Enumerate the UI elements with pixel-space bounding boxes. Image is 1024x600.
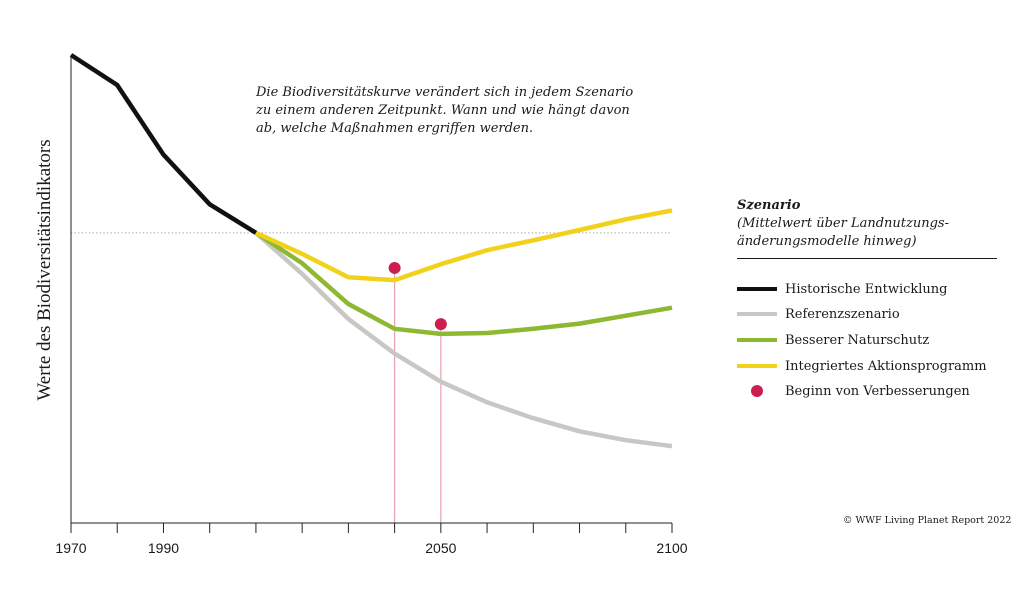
legend-title-block: Szenario (Mittelwert über Landnutzungs- …	[737, 197, 1007, 251]
legend-label: Beginn von Verbesserungen	[785, 383, 970, 399]
legend-item-referenz: Referenzszenario	[737, 304, 1007, 324]
x-tick-label: 2100	[656, 540, 687, 556]
legend-label: Historische Entwicklung	[785, 281, 948, 297]
legend-subtitle-1: (Mittelwert über Landnutzungs-	[737, 216, 949, 231]
series-line-referenz	[254, 231, 673, 449]
legend-swatch-yellow	[737, 364, 777, 368]
x-tick-label: 2050	[425, 540, 456, 556]
series-line-aktionsprogramm	[254, 208, 673, 283]
series-lines-layer	[69, 53, 673, 449]
axes-layer	[70, 55, 672, 533]
legend-title: Szenario	[737, 198, 801, 213]
legend-item-historisch: Historische Entwicklung	[737, 279, 1007, 299]
x-tick-label: 1990	[148, 540, 179, 556]
legend-swatch-black	[737, 287, 777, 291]
y-axis-label: Werte des Biodiversitätsindikators	[34, 139, 55, 400]
series-line-historisch	[69, 53, 258, 235]
annotation-line-3: ab, welche Maßnahmen ergriffen werden.	[256, 121, 533, 136]
legend-label: Integriertes Aktionsprogramm	[785, 358, 987, 374]
legend-label: Besserer Naturschutz	[785, 332, 930, 348]
improvement-marker	[388, 261, 401, 274]
legend-dot-marker	[751, 385, 763, 397]
x-ticks-layer: 1970 1990 2050 2100	[55, 523, 688, 556]
marker-drop-lines-layer	[394, 267, 442, 523]
annotation-line-1: Die Biodiversitätskurve verändert sich i…	[255, 85, 633, 100]
legend-label: Referenzszenario	[785, 306, 900, 322]
legend-item-naturschutz: Besserer Naturschutz	[737, 330, 1007, 350]
series-line-naturschutz	[254, 230, 673, 337]
x-tick-label: 1970	[55, 540, 86, 556]
markers-layer	[388, 261, 447, 331]
legend-item-aktionsprogramm: Integriertes Aktionsprogramm	[737, 356, 1007, 376]
legend-swatch-grey	[737, 312, 777, 316]
annotation-line-2: zu einem anderen Zeitpunkt. Wann und wie…	[255, 103, 630, 118]
legend-item-verbesserungen: Beginn von Verbesserungen	[737, 381, 1007, 401]
legend-subtitle-2: änderungsmodelle hinweg)	[737, 234, 917, 249]
copyright-credit: © WWF Living Planet Report 2022	[843, 515, 1012, 526]
legend-swatch-green	[737, 338, 777, 342]
improvement-marker	[434, 318, 447, 331]
legend-divider	[737, 258, 997, 259]
